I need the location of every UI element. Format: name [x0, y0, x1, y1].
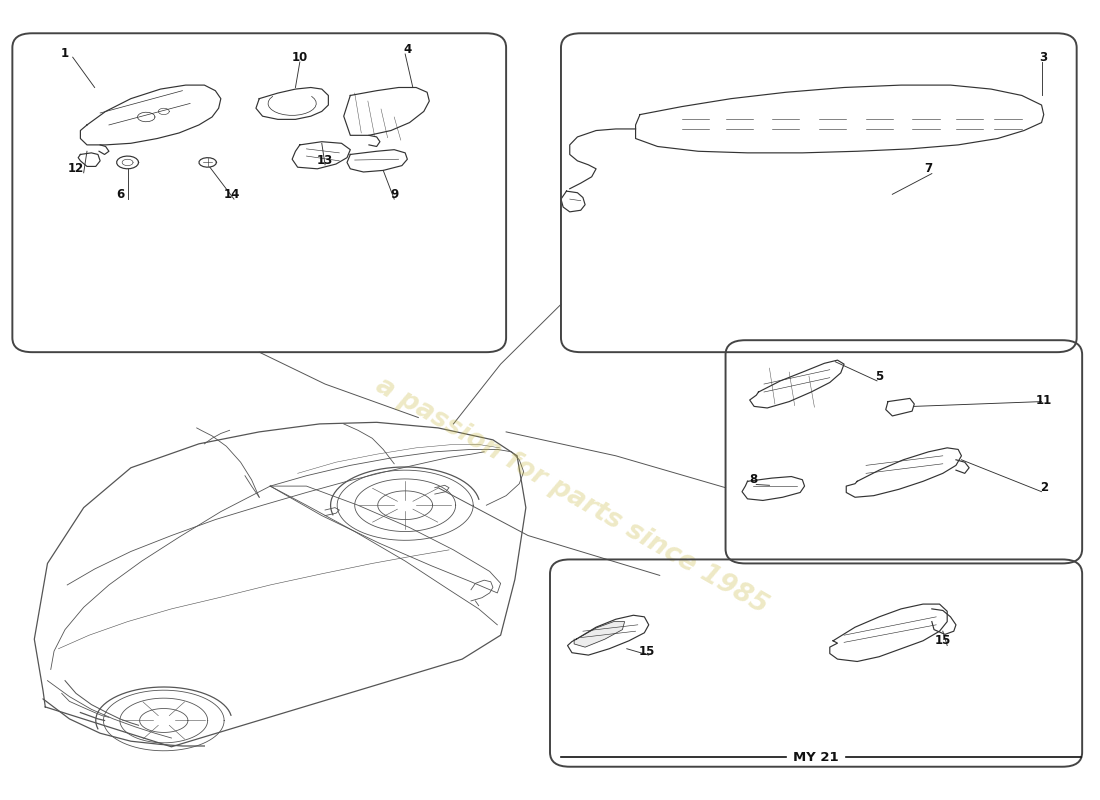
Text: 15: 15 — [935, 634, 952, 647]
Text: 7: 7 — [924, 162, 933, 175]
Text: MY 21: MY 21 — [793, 750, 838, 764]
Text: 3: 3 — [1040, 50, 1048, 64]
Text: 8: 8 — [749, 474, 757, 486]
Text: 14: 14 — [223, 188, 240, 201]
Text: 12: 12 — [68, 162, 84, 175]
Text: 10: 10 — [292, 50, 308, 64]
Text: 6: 6 — [116, 188, 124, 201]
Text: 13: 13 — [317, 154, 333, 167]
Text: 2: 2 — [1040, 481, 1048, 494]
Text: 15: 15 — [638, 645, 654, 658]
Text: 4: 4 — [404, 42, 411, 56]
Text: 11: 11 — [1035, 394, 1052, 406]
Text: 9: 9 — [390, 188, 398, 201]
Text: 1: 1 — [60, 46, 69, 60]
Text: a passion for parts since 1985: a passion for parts since 1985 — [371, 372, 772, 619]
Polygon shape — [574, 622, 625, 647]
Text: 5: 5 — [874, 370, 883, 382]
